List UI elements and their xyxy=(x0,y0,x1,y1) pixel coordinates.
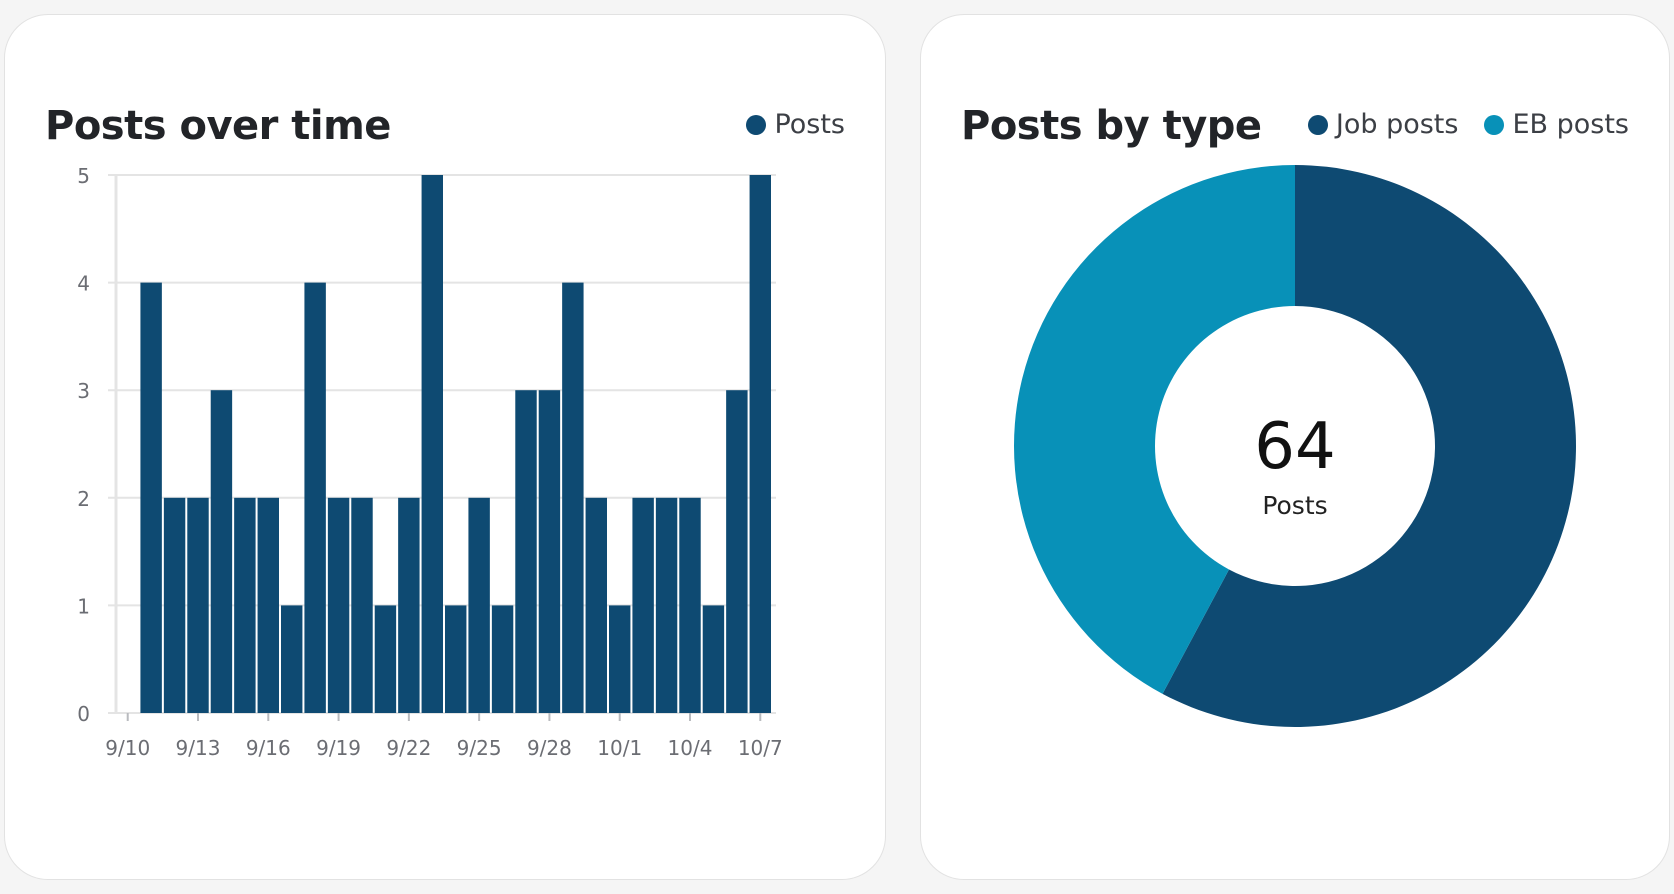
legend-item[interactable]: EB posts xyxy=(1484,109,1629,140)
bar-9-20[interactable] xyxy=(351,497,373,713)
x-tick-label: 9/10 xyxy=(105,736,150,760)
bar-9-28[interactable] xyxy=(538,390,561,713)
bar-10-5[interactable] xyxy=(702,605,725,713)
bar-9-27[interactable] xyxy=(515,390,537,713)
legend-swatch-icon xyxy=(1307,114,1328,135)
y-tick-label: 2 xyxy=(77,487,90,511)
bar-9-30[interactable] xyxy=(585,497,607,713)
legend-swatch-icon xyxy=(1484,114,1505,135)
bar-9-14[interactable] xyxy=(210,390,233,713)
y-tick-label: 4 xyxy=(77,272,90,296)
bar-9-15[interactable] xyxy=(234,497,256,713)
x-tick-label: 9/13 xyxy=(176,736,221,760)
legend-label: EB posts xyxy=(1512,109,1629,140)
legend-label: Job posts xyxy=(1335,109,1459,140)
bar-10-2[interactable] xyxy=(632,497,654,713)
bar-9-13[interactable] xyxy=(187,497,209,713)
legend-label: Posts xyxy=(774,109,845,140)
y-tick-label: 1 xyxy=(77,594,90,618)
posts-by-type-title: Posts by type xyxy=(961,103,1262,149)
posts-over-time-card: Posts over time Posts 0 1 2 3 4 5 9/10 9/13 9/16… xyxy=(4,14,886,880)
x-tick-label: 10/4 xyxy=(668,736,713,760)
bar-9-18[interactable] xyxy=(304,282,326,713)
y-tick-label: 0 xyxy=(77,702,90,726)
bar-10-3[interactable] xyxy=(655,497,678,713)
legend-item[interactable]: Posts xyxy=(746,109,845,140)
posts-by-type-card: Posts by type Job posts EB posts 64 Posts xyxy=(920,14,1670,880)
bar-10-7[interactable] xyxy=(749,175,771,713)
x-tick-label: 9/28 xyxy=(527,736,572,760)
x-tick-label: 10/1 xyxy=(597,736,642,760)
y-tick-label: 5 xyxy=(77,164,90,188)
bar-9-25[interactable] xyxy=(468,497,490,713)
posts-over-time-chart: 0 1 2 3 4 5 9/10 9/13 9/16 9/19 9/22 9/25 9/28 10/1 10… xyxy=(77,164,783,760)
bar-9-26[interactable] xyxy=(491,605,514,713)
bar-10-6[interactable] xyxy=(726,390,748,713)
posts-over-time-title: Posts over time xyxy=(45,103,391,149)
bar-9-22[interactable] xyxy=(398,497,420,713)
bar-9-17[interactable] xyxy=(281,605,303,713)
x-tick-label: 9/19 xyxy=(316,736,361,760)
bar-10-4[interactable] xyxy=(679,497,701,713)
x-tick-label: 10/7 xyxy=(738,736,783,760)
x-tick-label: 9/16 xyxy=(246,736,291,760)
bar-9-23[interactable] xyxy=(421,175,443,713)
y-tick-label: 3 xyxy=(77,379,90,403)
bar-9-16[interactable] xyxy=(257,497,279,713)
legend-item[interactable]: Job posts xyxy=(1307,109,1459,140)
bar-9-11[interactable] xyxy=(140,282,162,713)
posts-by-type-legend: Job posts EB posts xyxy=(1307,109,1629,140)
bar-9-24[interactable] xyxy=(445,605,467,713)
posts-over-time-legend: Posts xyxy=(746,109,845,140)
bar-10-1[interactable] xyxy=(609,605,631,713)
x-tick-label: 9/25 xyxy=(457,736,502,760)
posts-by-type-chart: 64 Posts xyxy=(1014,165,1576,727)
donut-slice-eb-posts[interactable] xyxy=(1014,165,1295,694)
bar-9-12[interactable] xyxy=(163,497,186,713)
donut-total: 64 xyxy=(1254,410,1335,484)
donut-center-label: Posts xyxy=(1262,491,1327,520)
bar-9-29[interactable] xyxy=(562,282,584,713)
bar-9-19[interactable] xyxy=(327,497,350,713)
bar-9-21[interactable] xyxy=(374,605,397,713)
legend-swatch-icon xyxy=(746,114,767,135)
donut-slice-job-posts[interactable] xyxy=(1162,165,1576,727)
x-tick-label: 9/22 xyxy=(386,736,431,760)
